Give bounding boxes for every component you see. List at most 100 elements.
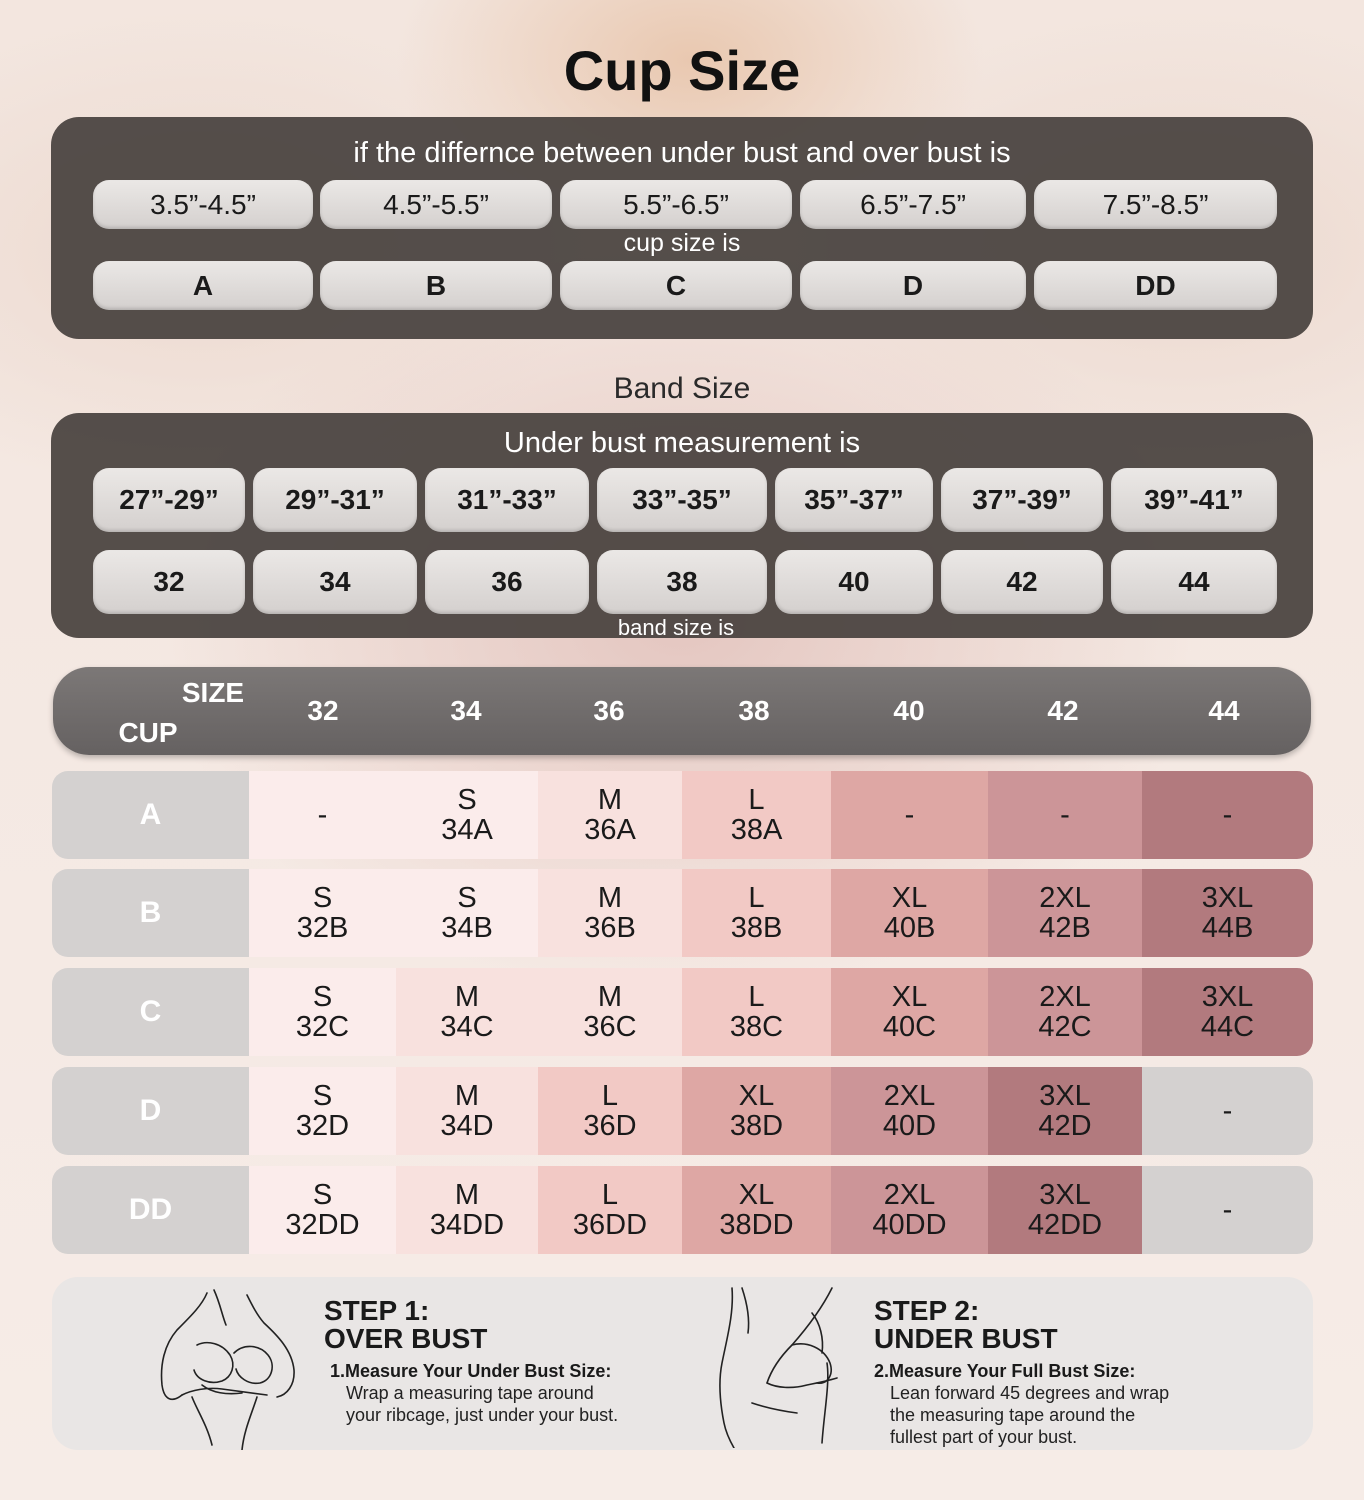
difference-pill: 4.5”-5.5”	[320, 180, 552, 229]
size-cell-line: 44B	[1201, 912, 1254, 944]
cup-pill: C	[560, 261, 792, 310]
size-cell: 2XL 42B	[988, 869, 1142, 957]
column-header: 36	[593, 695, 625, 726]
size-cell: XL 40C	[831, 968, 988, 1056]
size-cell-line: 40C	[882, 1011, 937, 1043]
measurement-pill: 35”-37”	[775, 468, 933, 532]
size-cell-line: S	[312, 1080, 333, 1112]
size-cell-line: 32B	[296, 912, 349, 944]
size-cell: XL 38D	[682, 1067, 831, 1155]
step2-body-line: the measuring tape around the	[890, 1405, 1136, 1425]
step2-title-line1: STEP 2:	[874, 1295, 980, 1326]
measurement-pill: 39”-41”	[1111, 468, 1277, 532]
size-cell-line: M	[597, 784, 623, 816]
size-cell-line: 32DD	[285, 1209, 360, 1241]
cup-pill: DD	[1034, 261, 1277, 310]
column-header: 32	[307, 695, 339, 726]
cup-header-label: CUP	[118, 717, 178, 748]
measuring-steps: STEP 1: OVER BUST 1.Measure Your Under B…	[52, 1277, 1313, 1450]
measurement-pill: 31”-33”	[425, 468, 589, 532]
size-cell-line: 42C	[1038, 1011, 1092, 1043]
size-cell-line: S	[457, 882, 477, 914]
size-cell-line: 38C	[729, 1011, 784, 1043]
size-cell-line: L	[748, 882, 765, 914]
row-cup-label: A	[52, 771, 249, 859]
size-cell-line: S	[312, 882, 333, 914]
difference-pill: 6.5”-7.5”	[800, 180, 1026, 229]
difference-pill: 3.5”-4.5”	[93, 180, 313, 229]
size-cell-line: 36DD	[572, 1209, 648, 1241]
size-cell: L 36D	[538, 1067, 682, 1155]
size-cell-line: 34B	[441, 912, 493, 944]
size-cell-line: S	[312, 1179, 333, 1211]
difference-pill: 7.5”-8.5”	[1034, 180, 1277, 229]
size-cell-line: -	[1222, 799, 1233, 831]
cup-size-panel: if the differnce between under bust and …	[51, 117, 1313, 339]
cup-intro-text: if the differnce between under bust and …	[353, 137, 1011, 169]
row-cup-label: B	[52, 869, 249, 957]
over-bust-figure-icon	[160, 1289, 295, 1450]
size-cell-line: M	[597, 981, 623, 1013]
size-cell-line: M	[454, 1080, 480, 1112]
size-cell: -	[831, 771, 988, 859]
band-pill: 44	[1111, 550, 1277, 614]
size-cell: S 32B	[249, 869, 396, 957]
size-cell-line: 34A	[441, 814, 493, 846]
size-cell-line: 40D	[882, 1110, 937, 1142]
size-cell-line: 42D	[1038, 1110, 1092, 1142]
size-cell-line: 42B	[1039, 912, 1091, 944]
size-cell: XL 40B	[831, 869, 988, 957]
size-cell-line: -	[317, 799, 328, 831]
size-cell-line: 3XL	[1201, 981, 1254, 1013]
size-cell: XL 38DD	[682, 1166, 831, 1254]
page-title: Cup Size	[563, 39, 801, 102]
size-cell-line: 38D	[729, 1110, 784, 1142]
band-pill: 34	[253, 550, 417, 614]
size-cell-line: 3XL	[1201, 882, 1254, 914]
size-cell-line: XL	[738, 1080, 775, 1112]
step1-subtitle: 1.Measure Your Under Bust Size:	[330, 1361, 612, 1381]
size-cell-line: L	[748, 981, 765, 1013]
size-cell-line: 40B	[883, 912, 936, 944]
size-cell-line: 32D	[295, 1110, 350, 1142]
size-cell-line: 2XL	[1039, 981, 1091, 1013]
size-cell-line: 3XL	[1039, 1179, 1091, 1211]
size-cell-line: 2XL	[883, 1080, 936, 1112]
size-cell: M 36B	[538, 869, 682, 957]
size-cell: L 38C	[682, 968, 831, 1056]
size-cell: 2XL 40D	[831, 1067, 988, 1155]
size-cell-line: 38DD	[719, 1209, 794, 1241]
size-cell-line: -	[904, 799, 915, 831]
size-table-row: D S 32D M 34D L 36D XL 38D 2XL 40D 3XL 42D -	[52, 1067, 1313, 1155]
size-cell: 3XL 42DD	[988, 1166, 1142, 1254]
size-cell-line: 36C	[583, 1011, 637, 1043]
step1-body-line: your ribcage, just under your bust.	[346, 1405, 619, 1425]
size-cell-line: L	[601, 1080, 619, 1112]
column-header: 42	[1047, 695, 1079, 726]
cup-pill: B	[320, 261, 552, 310]
size-cell: M 34D	[396, 1067, 538, 1155]
column-header: 38	[738, 695, 770, 726]
band-pill: 42	[941, 550, 1103, 614]
size-cell-line: 36B	[584, 912, 636, 944]
size-cell: 3XL 42D	[988, 1067, 1142, 1155]
size-cell: -	[988, 771, 1142, 859]
size-cell-line: L	[601, 1179, 619, 1211]
under-bust-figure-icon	[719, 1287, 838, 1448]
band-intro-text: Under bust measurement is	[503, 427, 861, 459]
measurement-pill: 27”-29”	[93, 468, 245, 532]
band-footer-label: band size is	[617, 615, 735, 640]
size-cell-line: 40DD	[872, 1209, 947, 1241]
size-cell-line: L	[748, 784, 765, 816]
band-pill: 32	[93, 550, 245, 614]
size-cell-line: -	[1060, 799, 1070, 831]
size-cell-line: XL	[891, 882, 928, 914]
row-cup-label: DD	[52, 1166, 249, 1254]
size-cell: L 38B	[682, 869, 831, 957]
step2-title-line2: UNDER BUST	[874, 1323, 1058, 1354]
size-cell-line: 44C	[1200, 1011, 1255, 1043]
size-cell-line: 2XL	[1039, 882, 1091, 914]
size-cell-line: 3XL	[1039, 1080, 1091, 1112]
size-cell-line: M	[454, 1179, 480, 1211]
band-size-title: Band Size	[613, 372, 751, 405]
